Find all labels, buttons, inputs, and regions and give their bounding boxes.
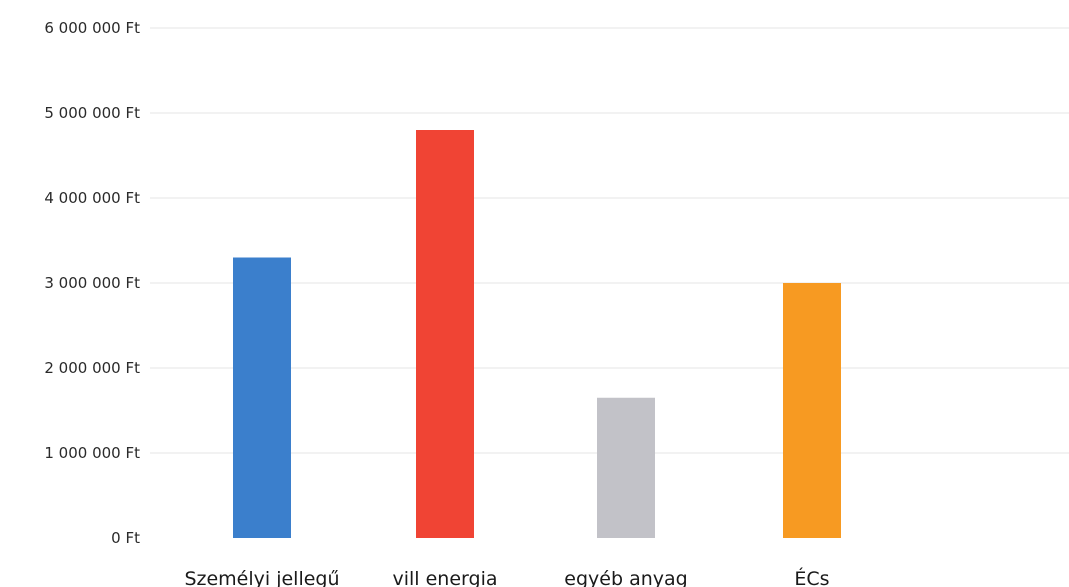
y-axis-tick-labels: 0 Ft 1 000 000 Ft 2 000 000 Ft 3 000 000 Ft…	[44, 19, 140, 547]
y-tick-label: 0 Ft	[111, 529, 140, 547]
category-label: vill energia	[392, 568, 497, 587]
category-label: ÉCs	[794, 567, 829, 587]
gridlines	[150, 27, 1069, 454]
y-tick-label: 4 000 000 Ft	[44, 189, 140, 207]
category-label: egyéb anyag	[564, 568, 687, 587]
y-tick-label: 5 000 000 Ft	[44, 104, 140, 122]
bar	[233, 257, 291, 538]
category-label: Személyi jellegű	[184, 568, 339, 587]
y-tick-label: 1 000 000 Ft	[44, 444, 140, 462]
y-tick-label: 2 000 000 Ft	[44, 359, 140, 377]
y-tick-label: 3 000 000 Ft	[44, 274, 140, 292]
bars	[233, 130, 841, 538]
x-axis-category-labels: Személyi jellegű vill energia egyéb anyag É…	[184, 567, 829, 587]
bar	[783, 283, 841, 538]
bar	[597, 397, 655, 538]
y-tick-label: 6 000 000 Ft	[44, 19, 140, 37]
bar	[416, 130, 474, 538]
